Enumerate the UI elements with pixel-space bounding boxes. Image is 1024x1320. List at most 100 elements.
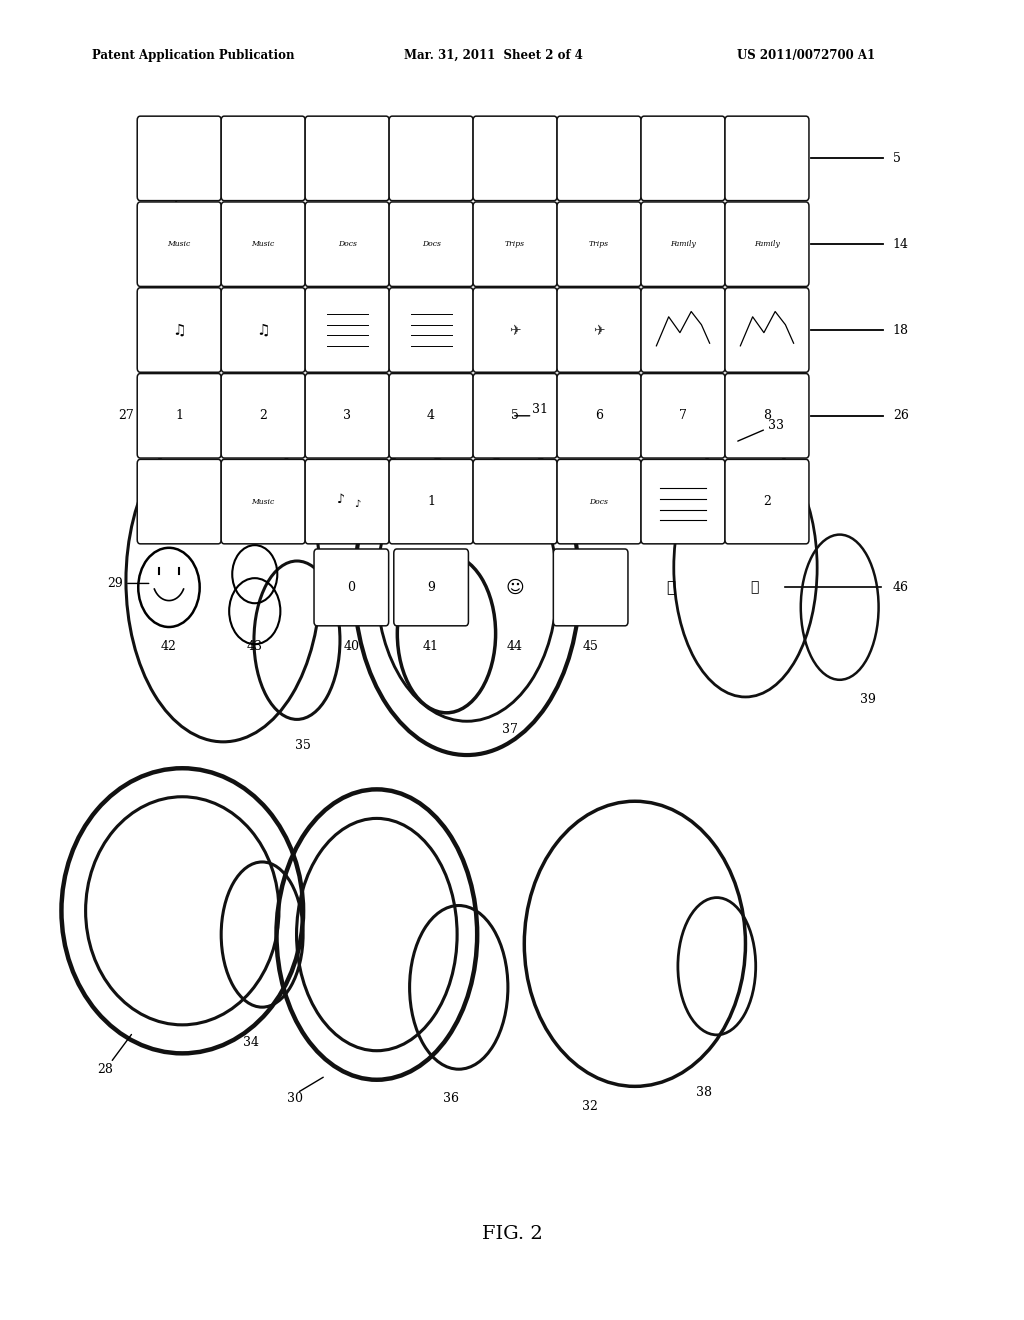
- Text: 37: 37: [502, 723, 518, 737]
- FancyBboxPatch shape: [221, 459, 305, 544]
- FancyBboxPatch shape: [473, 374, 557, 458]
- FancyBboxPatch shape: [314, 549, 389, 626]
- FancyBboxPatch shape: [389, 116, 473, 201]
- FancyBboxPatch shape: [725, 374, 809, 458]
- Text: Music: Music: [168, 240, 190, 248]
- Text: 9: 9: [427, 581, 435, 594]
- Text: 34: 34: [243, 1036, 259, 1049]
- FancyBboxPatch shape: [641, 288, 725, 372]
- FancyBboxPatch shape: [137, 288, 221, 372]
- Text: Music: Music: [252, 240, 274, 248]
- Text: 35: 35: [295, 739, 311, 752]
- Text: 1: 1: [427, 495, 435, 508]
- Text: 28: 28: [97, 1063, 114, 1076]
- Text: 27: 27: [118, 409, 133, 422]
- Text: 5: 5: [511, 409, 519, 422]
- Text: 🐸: 🐸: [666, 579, 675, 595]
- Text: 31: 31: [532, 403, 549, 416]
- FancyBboxPatch shape: [221, 116, 305, 201]
- Text: ♫: ♫: [256, 322, 270, 338]
- FancyBboxPatch shape: [725, 288, 809, 372]
- Text: 26: 26: [893, 409, 909, 422]
- Text: 29: 29: [108, 577, 123, 590]
- Text: ♪: ♪: [354, 499, 360, 510]
- FancyBboxPatch shape: [137, 202, 221, 286]
- Text: 18: 18: [893, 323, 909, 337]
- Text: 0: 0: [347, 581, 355, 594]
- Text: 3: 3: [343, 409, 351, 422]
- FancyBboxPatch shape: [389, 374, 473, 458]
- Text: Patent Application Publication: Patent Application Publication: [92, 49, 295, 62]
- Text: 39: 39: [860, 693, 877, 706]
- Text: 4: 4: [427, 409, 435, 422]
- FancyBboxPatch shape: [553, 549, 628, 626]
- FancyBboxPatch shape: [557, 202, 641, 286]
- FancyBboxPatch shape: [557, 288, 641, 372]
- Text: 46: 46: [893, 581, 909, 594]
- FancyBboxPatch shape: [221, 202, 305, 286]
- FancyBboxPatch shape: [305, 459, 389, 544]
- Text: FIG. 2: FIG. 2: [481, 1225, 543, 1243]
- Text: 41: 41: [423, 640, 439, 653]
- Text: 44: 44: [507, 640, 523, 653]
- Text: Family: Family: [670, 240, 696, 248]
- Text: Family: Family: [754, 240, 780, 248]
- FancyBboxPatch shape: [221, 288, 305, 372]
- FancyBboxPatch shape: [641, 116, 725, 201]
- FancyBboxPatch shape: [389, 459, 473, 544]
- Text: 30: 30: [287, 1092, 303, 1105]
- FancyBboxPatch shape: [473, 459, 557, 544]
- Text: 43: 43: [247, 640, 263, 653]
- Text: Docs: Docs: [422, 240, 440, 248]
- FancyBboxPatch shape: [389, 202, 473, 286]
- FancyBboxPatch shape: [473, 288, 557, 372]
- FancyBboxPatch shape: [137, 116, 221, 201]
- FancyBboxPatch shape: [725, 116, 809, 201]
- Text: Trips: Trips: [505, 240, 525, 248]
- FancyBboxPatch shape: [305, 374, 389, 458]
- Text: ♫: ♫: [172, 322, 186, 338]
- FancyBboxPatch shape: [394, 549, 468, 626]
- Text: ♪: ♪: [337, 492, 345, 506]
- Text: ✈: ✈: [509, 323, 521, 337]
- FancyBboxPatch shape: [641, 374, 725, 458]
- Text: 5: 5: [893, 152, 901, 165]
- Text: Music: Music: [252, 498, 274, 506]
- Text: 32: 32: [582, 1100, 598, 1113]
- FancyBboxPatch shape: [557, 459, 641, 544]
- Text: Mar. 31, 2011  Sheet 2 of 4: Mar. 31, 2011 Sheet 2 of 4: [404, 49, 584, 62]
- Text: ☺: ☺: [506, 578, 524, 597]
- Text: 14: 14: [893, 238, 909, 251]
- Text: 6: 6: [595, 409, 603, 422]
- Text: 2: 2: [259, 409, 267, 422]
- Text: 1: 1: [175, 409, 183, 422]
- FancyBboxPatch shape: [305, 202, 389, 286]
- FancyBboxPatch shape: [473, 202, 557, 286]
- Text: 🚗: 🚗: [751, 581, 759, 594]
- FancyBboxPatch shape: [725, 459, 809, 544]
- Text: Docs: Docs: [338, 240, 356, 248]
- FancyBboxPatch shape: [305, 288, 389, 372]
- FancyBboxPatch shape: [473, 116, 557, 201]
- FancyBboxPatch shape: [137, 374, 221, 458]
- FancyBboxPatch shape: [557, 116, 641, 201]
- FancyBboxPatch shape: [641, 459, 725, 544]
- Text: 33: 33: [768, 418, 784, 432]
- FancyBboxPatch shape: [389, 288, 473, 372]
- Text: 2: 2: [763, 495, 771, 508]
- Text: Docs: Docs: [590, 498, 608, 506]
- FancyBboxPatch shape: [221, 374, 305, 458]
- Text: 40: 40: [343, 640, 359, 653]
- Text: US 2011/0072700 A1: US 2011/0072700 A1: [737, 49, 876, 62]
- FancyBboxPatch shape: [641, 202, 725, 286]
- Text: 42: 42: [161, 640, 177, 653]
- Text: ✈: ✈: [593, 323, 605, 337]
- Text: 45: 45: [583, 640, 599, 653]
- FancyBboxPatch shape: [137, 459, 221, 544]
- Text: 8: 8: [763, 409, 771, 422]
- Text: 36: 36: [442, 1092, 459, 1105]
- FancyBboxPatch shape: [557, 374, 641, 458]
- FancyBboxPatch shape: [725, 202, 809, 286]
- Text: Trips: Trips: [589, 240, 609, 248]
- Text: 38: 38: [696, 1086, 713, 1100]
